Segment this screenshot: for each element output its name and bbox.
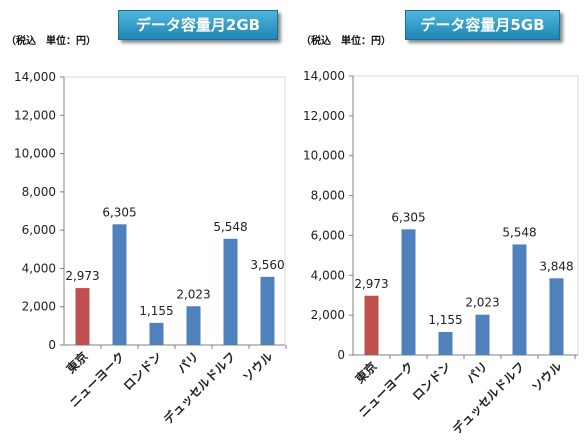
bar (438, 331, 453, 355)
bar (512, 244, 527, 355)
y-tick-label: 8,000 (311, 189, 345, 203)
unit-note: （税込 単位：円） (6, 36, 96, 47)
bar (223, 238, 238, 345)
bar (112, 224, 127, 345)
data-label: 2,023 (176, 287, 210, 301)
y-tick-label: 10,000 (303, 149, 345, 163)
y-tick-label: 6,000 (311, 228, 345, 242)
y-tick-label: 2,000 (22, 300, 56, 314)
bar-chart-2gb: 0 2,000 4,000 6,000 8,000 10,000 12,000 14,000 2… (14, 70, 287, 427)
bar (364, 295, 379, 355)
data-label: 3,848 (539, 259, 573, 273)
y-tick-label: 2,000 (311, 308, 345, 322)
bar (149, 322, 164, 345)
y-tick-label: 8,000 (22, 185, 56, 199)
bar (475, 314, 490, 355)
unit-note: （税込 単位：円） (301, 36, 391, 47)
bar-chart-5gb: 0 2,000 4,000 6,000 8,000 10,000 12,000 14,000 2… (303, 69, 579, 437)
y-tick-label: 0 (48, 338, 56, 352)
chart-title: データ容量月2GB (118, 10, 278, 40)
bar (260, 276, 275, 345)
x-tick-label: パリ (175, 349, 202, 376)
x-tick-label: ソウル (529, 359, 564, 394)
y-tick-label: 4,000 (22, 261, 56, 275)
x-tick-label: 東京 (63, 349, 91, 377)
data-label: 2,973 (354, 277, 388, 291)
data-label: 3,560 (250, 258, 284, 272)
y-tick-label: 10,000 (14, 147, 56, 161)
y-tick-label: 0 (337, 348, 345, 362)
data-label: 5,548 (213, 220, 247, 234)
bar (75, 288, 90, 345)
data-label: 1,155 (139, 304, 173, 318)
data-label: 2,973 (65, 269, 99, 283)
x-tick-label: 東京 (352, 359, 380, 387)
x-tick-label: ロンドン (121, 349, 165, 393)
bar (549, 278, 564, 355)
data-label: 6,305 (391, 210, 425, 224)
data-label: 5,548 (502, 225, 536, 239)
y-tick-label: 4,000 (311, 268, 345, 282)
y-tick-label: 12,000 (303, 109, 345, 123)
plot-area (352, 75, 579, 356)
chart-title: データ容量月5GB (405, 10, 560, 40)
x-tick-label: ソウル (240, 349, 275, 384)
x-tick-label: パリ (464, 359, 491, 386)
plot-area (63, 76, 286, 346)
data-label: 2,023 (465, 296, 499, 310)
bar (186, 306, 201, 345)
chart-panel-5gb: データ容量月5GB （税込 単位：円） 0 2,000 4,000 6,000 8,00… (293, 0, 586, 442)
x-tick-label: ロンドン (410, 359, 454, 403)
y-tick-label: 14,000 (303, 69, 345, 83)
y-tick-label: 12,000 (14, 108, 56, 122)
y-tick-label: 6,000 (22, 223, 56, 237)
data-label: 6,305 (102, 205, 136, 219)
data-label: 1,155 (428, 313, 462, 327)
chart-panel-2gb: データ容量月2GB （税込 単位：円） 0 2,000 4,000 6,000 8,00… (6, 10, 287, 427)
bar (401, 229, 416, 355)
y-tick-label: 14,000 (14, 70, 56, 84)
